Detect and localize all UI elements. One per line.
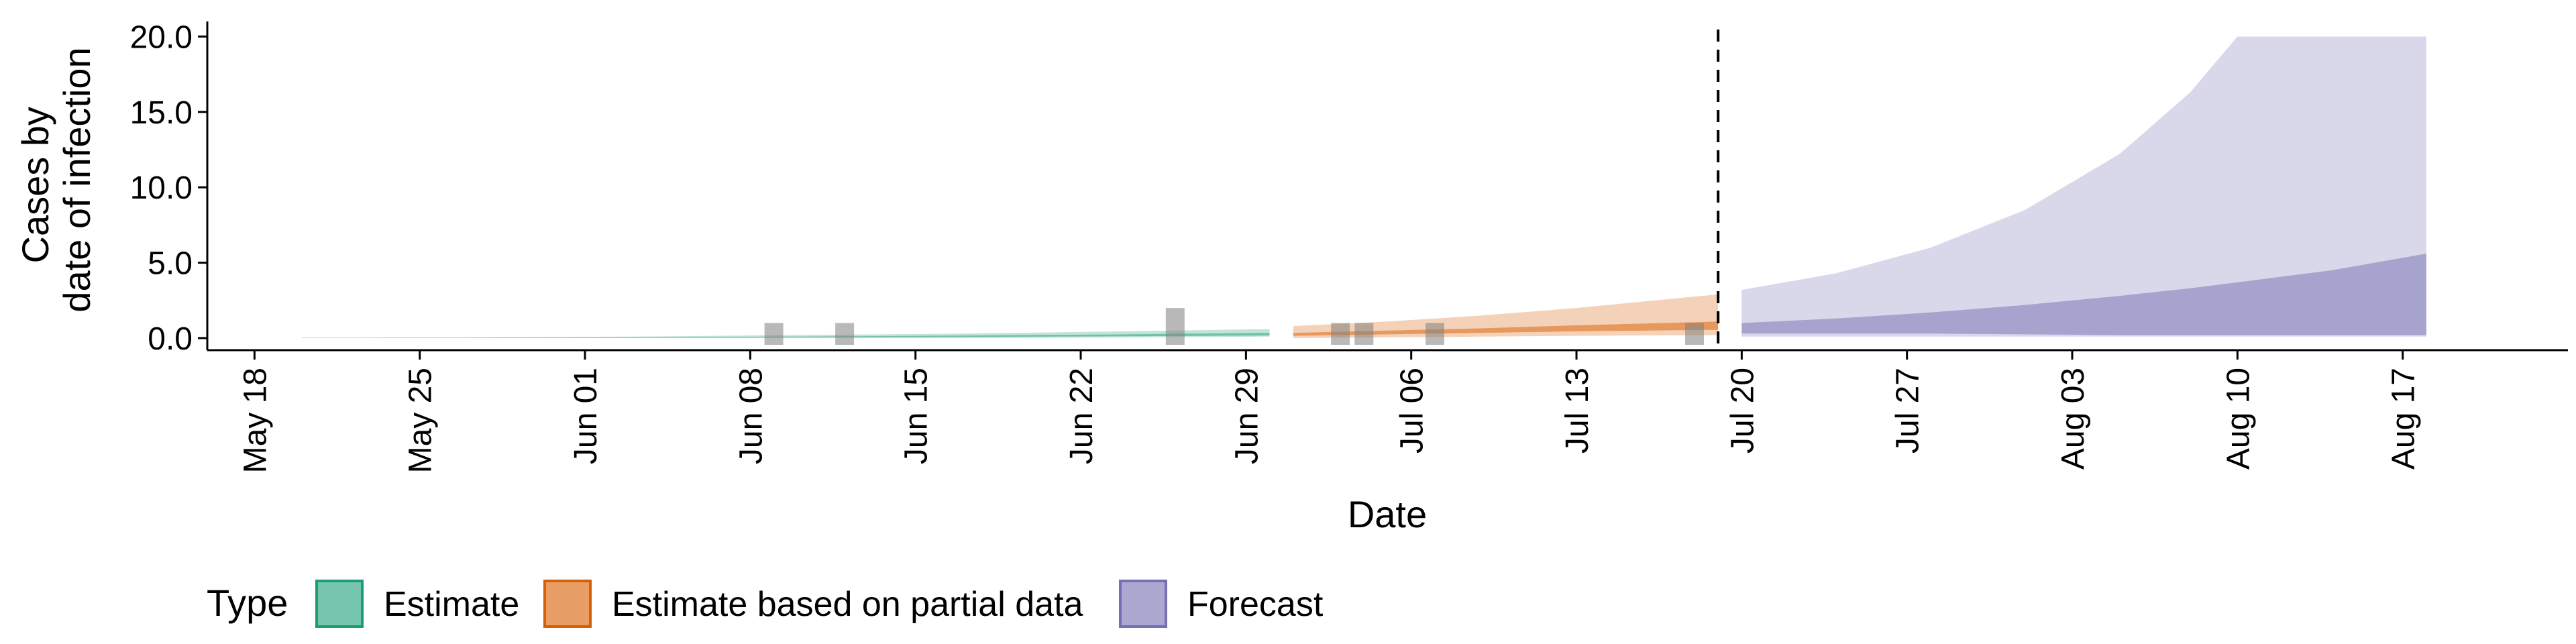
x-tick-label: Jul 06 [1395,368,1430,453]
x-tick-label: Jul 27 [1890,368,1926,453]
legend-title: Type [207,582,288,624]
axes [206,21,2568,352]
x-tick-label: May 18 [237,368,273,473]
y-axis-label-line-1: Cases by [14,107,56,263]
observed-case-bar [1165,308,1185,345]
observed-case-bar [1425,323,1444,345]
legend-label-partial: Estimate based on partial data [612,585,1083,624]
x-tick-label: Jun 08 [733,368,769,464]
y-tick-label: 10.0 [130,170,193,206]
ribbon-forecast-inner [1741,254,2426,335]
x-tick-label: Jun 15 [899,368,934,464]
legend-item-forecast: Forecast [1119,580,1324,628]
observed-case-bar [835,323,855,345]
x-tick-label: Jun 01 [568,368,604,464]
y-axis-ticks: 0.0 5.0 10.0 15.0 20.0 [130,19,207,357]
legend-key-estimate [315,580,364,628]
plot-area [301,30,2426,350]
x-tick-label: Jul 20 [1725,368,1760,453]
y-tick-label: 15.0 [130,95,193,131]
x-tick-label: Aug 03 [2055,368,2091,470]
legend-key-forecast [1119,580,1167,628]
x-tick-label: May 25 [403,368,439,473]
legend-item-partial: Estimate based on partial data [543,580,1083,628]
x-tick-label: Jul 13 [1560,368,1595,453]
legend-key-partial [543,580,592,628]
x-axis-ticks: May 18 May 25 Jun 01 Jun 08 Jun 15 Jun 22 Jun … [237,350,2422,473]
ribbon-forecast-outer [1741,36,2426,337]
y-tick-label: 20.0 [130,19,193,55]
y-tick-label: 5.0 [148,246,193,282]
ribbon-estimate-based-on-partial-data-inner [1293,321,1719,336]
observed-case-bar [1331,323,1350,345]
y-axis-label: Cases by date of infection [14,47,98,312]
legend-label-estimate: Estimate [384,585,519,624]
observed-case-bar [1354,323,1374,345]
y-axis-label-line-2: date of infection [56,47,98,312]
y-tick-label: 0.0 [148,321,193,357]
ribbon-estimate-inner [301,333,1270,338]
legend-label-forecast: Forecast [1187,585,1324,624]
x-axis-label: Date [1348,493,1427,535]
x-tick-label: Jun 22 [1064,368,1099,464]
legend-item-estimate: Estimate [315,580,519,628]
observed-case-bar [1685,323,1704,345]
x-tick-label: Aug 10 [2220,368,2256,470]
legend: Type Estimate Estimate based on partial … [207,580,1324,628]
observed-case-bar [764,323,784,345]
x-tick-label: Jun 29 [1229,368,1265,464]
x-tick-label: Aug 17 [2386,368,2422,470]
